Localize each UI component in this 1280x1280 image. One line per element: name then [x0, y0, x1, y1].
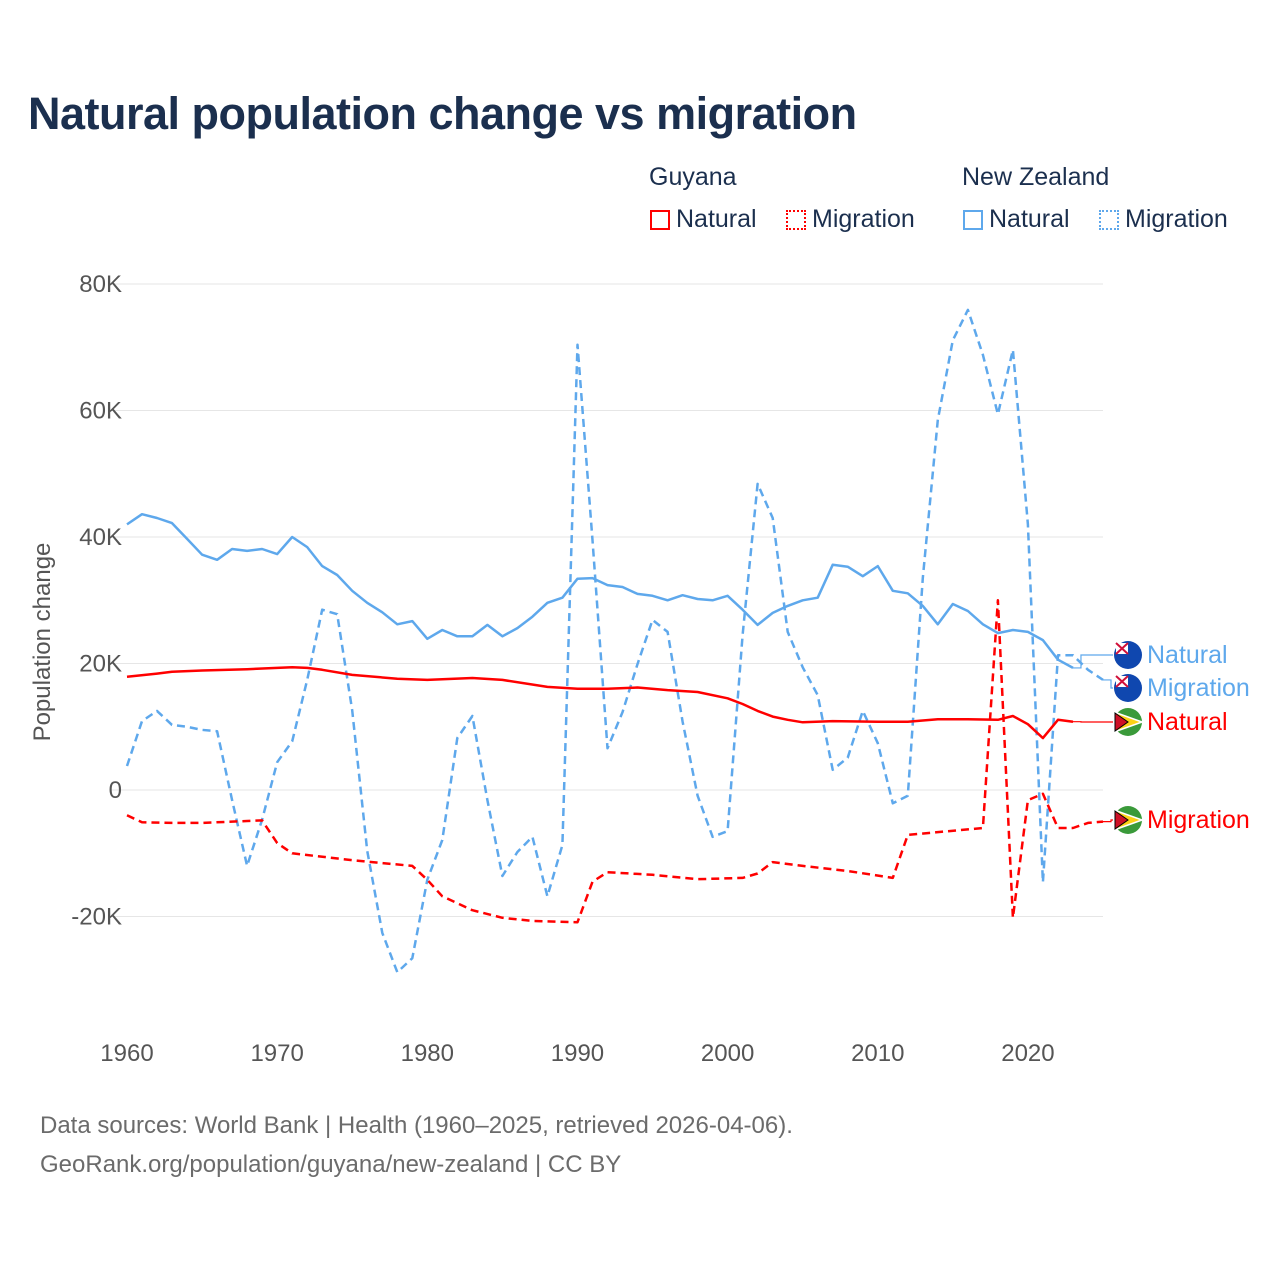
- footer: Data sources: World Bank | Health (1960–…: [40, 1106, 793, 1184]
- y-tick-label: 80K: [79, 271, 122, 298]
- legend-item-nz-migration[interactable]: Migration: [1099, 205, 1228, 234]
- x-tick-label: 2010: [851, 1040, 904, 1067]
- y-tick-label: -20K: [71, 904, 122, 931]
- legend-label: Natural: [989, 205, 1070, 233]
- end-label: Natural: [1147, 641, 1228, 669]
- series-line-new-zealand-natural[interactable]: [126, 512, 1074, 669]
- legend-label: Migration: [1125, 205, 1228, 233]
- y-tick-label: 20K: [79, 651, 122, 678]
- legend-label: Migration: [812, 205, 915, 233]
- x-tick-label: 1980: [401, 1040, 454, 1067]
- line-chart: -20K 0 20K 40K 60K 80K 1960 1970 1980 1990 2000 20…: [29, 271, 1250, 1067]
- footer-sources: Data sources: World Bank | Health (1960–…: [40, 1112, 793, 1139]
- new-zealand-flag-icon: [1114, 674, 1142, 702]
- end-label: Natural: [1147, 708, 1228, 736]
- legend-group-new-zealand: New Zealand: [962, 163, 1110, 191]
- x-tick-label: 1990: [551, 1040, 604, 1067]
- y-tick-label: 0: [109, 777, 122, 804]
- series-line-guyana-migration[interactable]: [126, 599, 1104, 924]
- legend-swatch-solid: [963, 209, 983, 230]
- x-tick-label: 2020: [1001, 1040, 1054, 1067]
- leader-line: [1103, 819, 1113, 823]
- x-tick-label: 1960: [100, 1040, 153, 1067]
- legend-item-guyana-migration[interactable]: Migration: [786, 205, 915, 234]
- x-axis-ticks: 1960 1970 1980 1990 2000 2010 2020: [100, 1040, 1054, 1067]
- guyana-flag-icon: [1113, 708, 1145, 736]
- leader-line: [1072, 654, 1113, 669]
- leader-line: [1103, 679, 1113, 689]
- gridlines: [110, 283, 1103, 917]
- legend-group-guyana: Guyana: [649, 163, 737, 191]
- y-axis-label: Population change: [29, 543, 56, 742]
- y-axis-ticks: -20K 0 20K 40K 60K 80K: [71, 271, 122, 931]
- end-labels: Natural Migration Natural Migration: [1072, 641, 1250, 834]
- x-tick-label: 2000: [701, 1040, 754, 1067]
- end-label: Migration: [1147, 806, 1250, 834]
- guyana-flag-icon: [1113, 806, 1145, 834]
- y-tick-label: 60K: [79, 398, 122, 425]
- legend-swatch-solid: [650, 209, 670, 230]
- legend-label: Natural: [676, 205, 757, 233]
- legend-swatch-dotted: [1099, 209, 1119, 230]
- x-tick-label: 1970: [250, 1040, 303, 1067]
- legend-item-guyana-natural[interactable]: Natural: [650, 205, 757, 234]
- legend-swatch-dotted: [786, 209, 806, 230]
- footer-link[interactable]: GeoRank.org/population/guyana/new-zealan…: [40, 1151, 622, 1178]
- series-lines: [125, 308, 1104, 974]
- chart-title: Natural population change vs migration: [28, 88, 857, 139]
- end-label: Migration: [1147, 674, 1250, 702]
- new-zealand-flag-icon: [1114, 641, 1142, 669]
- series-line-guyana-natural[interactable]: [126, 666, 1074, 740]
- y-tick-label: 40K: [79, 524, 122, 551]
- legend-item-nz-natural[interactable]: Natural: [963, 205, 1070, 234]
